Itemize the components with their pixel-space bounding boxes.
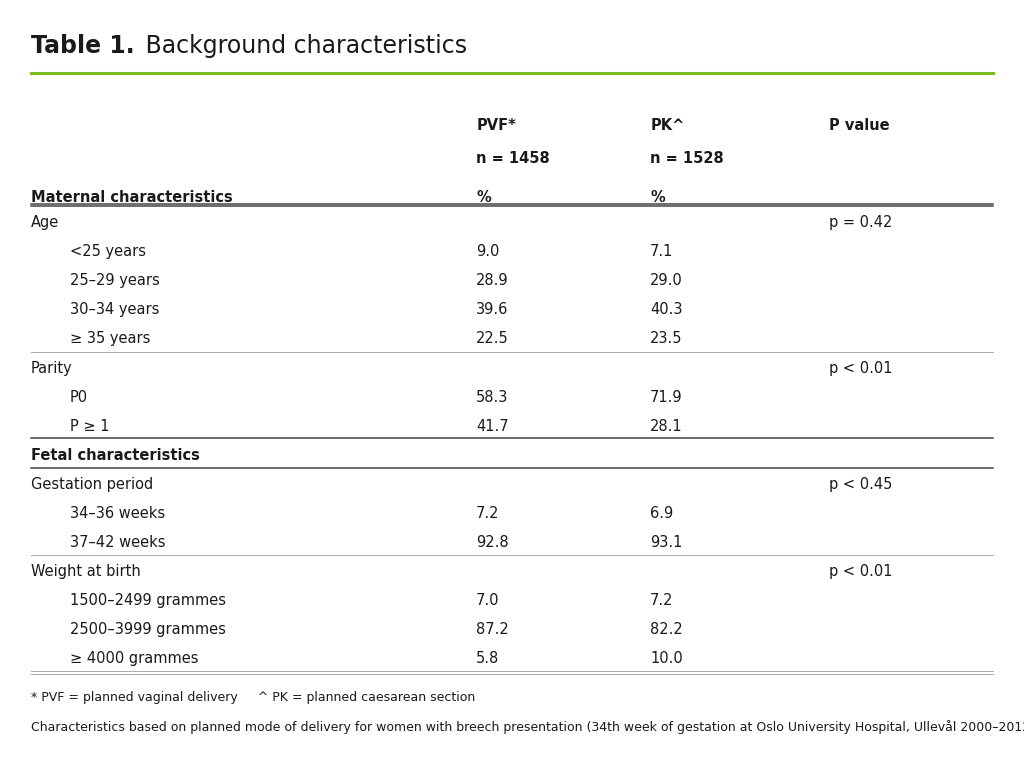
- Text: 7.2: 7.2: [650, 593, 674, 608]
- Text: P0: P0: [70, 390, 88, 405]
- Text: 7.1: 7.1: [650, 244, 674, 260]
- Text: 87.2: 87.2: [476, 622, 509, 637]
- Text: Age: Age: [31, 215, 59, 231]
- Text: p = 0.42: p = 0.42: [829, 215, 893, 231]
- Text: 93.1: 93.1: [650, 535, 683, 550]
- Text: 58.3: 58.3: [476, 390, 509, 405]
- Text: ≥ 4000 grammes: ≥ 4000 grammes: [70, 651, 198, 666]
- Text: P ≥ 1: P ≥ 1: [70, 419, 110, 434]
- Text: PVF*: PVF*: [476, 118, 516, 134]
- Text: n = 1528: n = 1528: [650, 151, 724, 166]
- Text: 39.6: 39.6: [476, 303, 509, 318]
- Text: 10.0: 10.0: [650, 651, 683, 666]
- Text: 7.2: 7.2: [476, 506, 500, 521]
- Text: 28.9: 28.9: [476, 274, 509, 289]
- Text: p < 0.45: p < 0.45: [829, 477, 893, 492]
- Text: p < 0.01: p < 0.01: [829, 564, 893, 579]
- Text: Background characteristics: Background characteristics: [138, 34, 467, 58]
- Text: <25 years: <25 years: [70, 244, 145, 260]
- Text: P value: P value: [829, 118, 890, 134]
- Text: ≥ 35 years: ≥ 35 years: [70, 332, 150, 347]
- Text: * PVF = planned vaginal delivery     ^ PK = planned caesarean section: * PVF = planned vaginal delivery ^ PK = …: [31, 691, 475, 704]
- Text: 2500–3999 grammes: 2500–3999 grammes: [70, 622, 225, 637]
- Text: 82.2: 82.2: [650, 622, 683, 637]
- Text: 25–29 years: 25–29 years: [70, 274, 160, 289]
- Text: 9.0: 9.0: [476, 244, 500, 260]
- Text: 29.0: 29.0: [650, 274, 683, 289]
- Text: 40.3: 40.3: [650, 303, 683, 318]
- Text: 34–36 weeks: 34–36 weeks: [70, 506, 165, 521]
- Text: 7.0: 7.0: [476, 593, 500, 608]
- Text: %: %: [476, 190, 490, 206]
- Text: 71.9: 71.9: [650, 390, 683, 405]
- Text: Table 1.: Table 1.: [31, 34, 134, 58]
- Text: 6.9: 6.9: [650, 506, 674, 521]
- Text: Characteristics based on planned mode of delivery for women with breech presenta: Characteristics based on planned mode of…: [31, 720, 1024, 734]
- Text: %: %: [650, 190, 665, 206]
- Text: 37–42 weeks: 37–42 weeks: [70, 535, 165, 550]
- Text: 28.1: 28.1: [650, 419, 683, 434]
- Text: 30–34 years: 30–34 years: [70, 303, 159, 318]
- Text: 1500–2499 grammes: 1500–2499 grammes: [70, 593, 225, 608]
- Text: 23.5: 23.5: [650, 332, 683, 347]
- Text: p < 0.01: p < 0.01: [829, 361, 893, 376]
- Text: Parity: Parity: [31, 361, 73, 376]
- Text: Weight at birth: Weight at birth: [31, 564, 140, 579]
- Text: Fetal characteristics: Fetal characteristics: [31, 448, 200, 463]
- Text: 92.8: 92.8: [476, 535, 509, 550]
- Text: Maternal characteristics: Maternal characteristics: [31, 190, 232, 206]
- Text: 5.8: 5.8: [476, 651, 500, 666]
- Text: 41.7: 41.7: [476, 419, 509, 434]
- Text: PK^: PK^: [650, 118, 685, 134]
- Text: n = 1458: n = 1458: [476, 151, 550, 166]
- Text: Gestation period: Gestation period: [31, 477, 153, 492]
- Text: 22.5: 22.5: [476, 332, 509, 347]
